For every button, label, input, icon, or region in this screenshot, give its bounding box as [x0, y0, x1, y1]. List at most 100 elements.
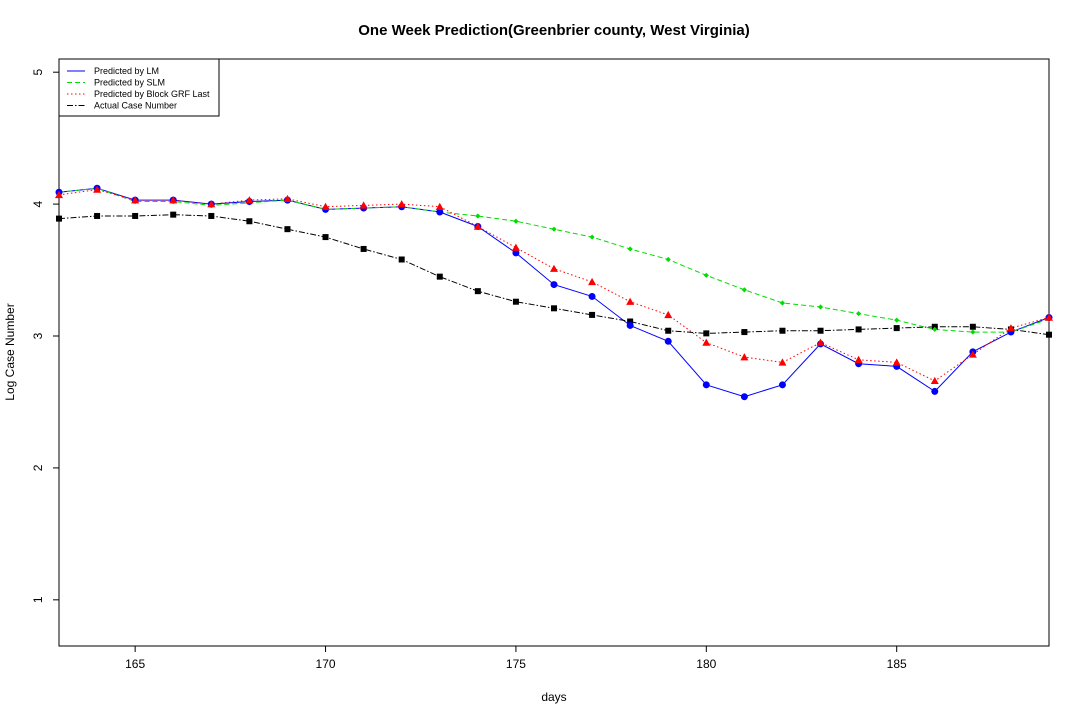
x-tick-label: 170 — [316, 657, 336, 671]
series-1-point — [817, 304, 824, 310]
series-1-point — [856, 310, 862, 317]
series-2-point — [626, 297, 635, 305]
y-tick-label: 3 — [31, 332, 45, 339]
series-3-point — [360, 245, 367, 252]
legend-label-3: Actual Case Number — [94, 101, 177, 111]
series-3-point — [703, 330, 710, 337]
legend: Predicted by LM Predicted by SLMPredicted… — [58, 58, 220, 117]
series-2-point — [55, 190, 63, 199]
series-0-point — [931, 387, 939, 395]
x-tick-label: 185 — [887, 657, 907, 671]
series-1-point — [513, 218, 519, 224]
y-tick-label: 4 — [31, 200, 45, 207]
series-3-point — [589, 311, 596, 318]
series-2-point — [169, 196, 178, 204]
series-3-point — [817, 327, 824, 334]
series-3-point — [322, 234, 329, 241]
series-3-point — [246, 218, 253, 225]
series-2-point — [359, 201, 368, 209]
series-2-point — [435, 202, 444, 210]
series-3-point — [436, 273, 443, 280]
series-2-point — [397, 200, 406, 208]
x-tick-label: 165 — [125, 657, 145, 671]
x-tick-label: 175 — [506, 657, 526, 671]
series-2-point — [816, 338, 825, 346]
series-2-point — [778, 358, 787, 366]
series-3-point — [474, 288, 481, 295]
legend-label-1: Predicted by SLM — [94, 78, 165, 88]
series-2-point — [664, 310, 673, 319]
series-0-point — [512, 249, 520, 257]
series-2-point — [321, 202, 330, 210]
series-3-point — [1046, 331, 1052, 338]
series-line-3 — [58, 214, 1050, 336]
series-2-point — [283, 194, 292, 203]
series-1-point — [475, 213, 481, 219]
series-0-point — [550, 281, 558, 289]
series-2-point — [930, 376, 939, 385]
series-1-point — [741, 287, 747, 293]
series-1-point — [894, 317, 900, 323]
series-1-point — [665, 256, 671, 263]
chart-title: One Week Prediction(Greenbrier county, W… — [358, 22, 750, 39]
series-2-point — [131, 196, 140, 204]
series-markers — [55, 184, 1053, 401]
series-3-point — [551, 305, 557, 312]
series-3-point — [665, 327, 672, 334]
series-2-point — [207, 200, 216, 208]
series-3-point — [779, 327, 786, 334]
legend-label-0: Predicted by LM — [94, 66, 159, 76]
series-1-point — [779, 300, 786, 306]
y-tick-label: 5 — [31, 69, 45, 76]
legend-box — [58, 58, 220, 117]
y-tick-label: 1 — [31, 596, 45, 603]
series-2-point — [702, 338, 711, 346]
series-0-point — [702, 381, 710, 389]
series-0-point — [664, 337, 672, 345]
series-1-point — [627, 246, 633, 252]
series-1-point — [551, 226, 557, 232]
series-3-point — [208, 212, 215, 219]
series-2-point — [892, 358, 901, 366]
series-2-point — [854, 355, 863, 363]
series-3-point — [893, 325, 900, 332]
series-1-point — [970, 329, 976, 335]
series-2-point — [473, 222, 482, 230]
series-1-point — [703, 272, 709, 278]
series-3-point — [741, 329, 748, 336]
y-tick-label: 2 — [31, 464, 45, 471]
series-2-point — [740, 353, 749, 361]
series-3-point — [284, 226, 291, 233]
series-2-point — [1006, 324, 1015, 332]
series-2-point — [245, 196, 254, 204]
legend-label-2: Predicted by Block GRF Last — [94, 89, 210, 99]
series-3-point — [855, 326, 862, 333]
series-1-point — [589, 234, 595, 240]
series-2-point — [588, 277, 597, 286]
series-0-point — [436, 208, 444, 216]
series-3-point — [94, 212, 101, 219]
series-2-point — [1045, 313, 1053, 321]
series-3-point — [627, 318, 634, 325]
axis-ticks: 165 170 175 180 185 1 2 3 4 5 — [31, 69, 907, 671]
series-3-point — [132, 212, 139, 219]
y-axis-label: Log Case Number — [3, 303, 17, 400]
plot-frame — [58, 58, 1050, 647]
series-3-point — [56, 215, 62, 222]
series-3-point — [170, 211, 177, 218]
series-0-point — [588, 292, 596, 300]
series-2-point — [968, 350, 977, 358]
x-tick-label: 180 — [696, 657, 716, 671]
series-3-point — [969, 323, 976, 330]
series-2-point — [550, 264, 558, 272]
series-0-point — [778, 381, 786, 389]
series-3-point — [398, 256, 405, 263]
series-3-point — [512, 298, 519, 305]
series-2-point — [511, 243, 520, 251]
series-0-point — [626, 321, 634, 329]
series-2-point — [93, 185, 102, 193]
series-0-point — [740, 393, 748, 401]
series-3-point — [931, 323, 938, 330]
series-1-point — [932, 326, 938, 333]
